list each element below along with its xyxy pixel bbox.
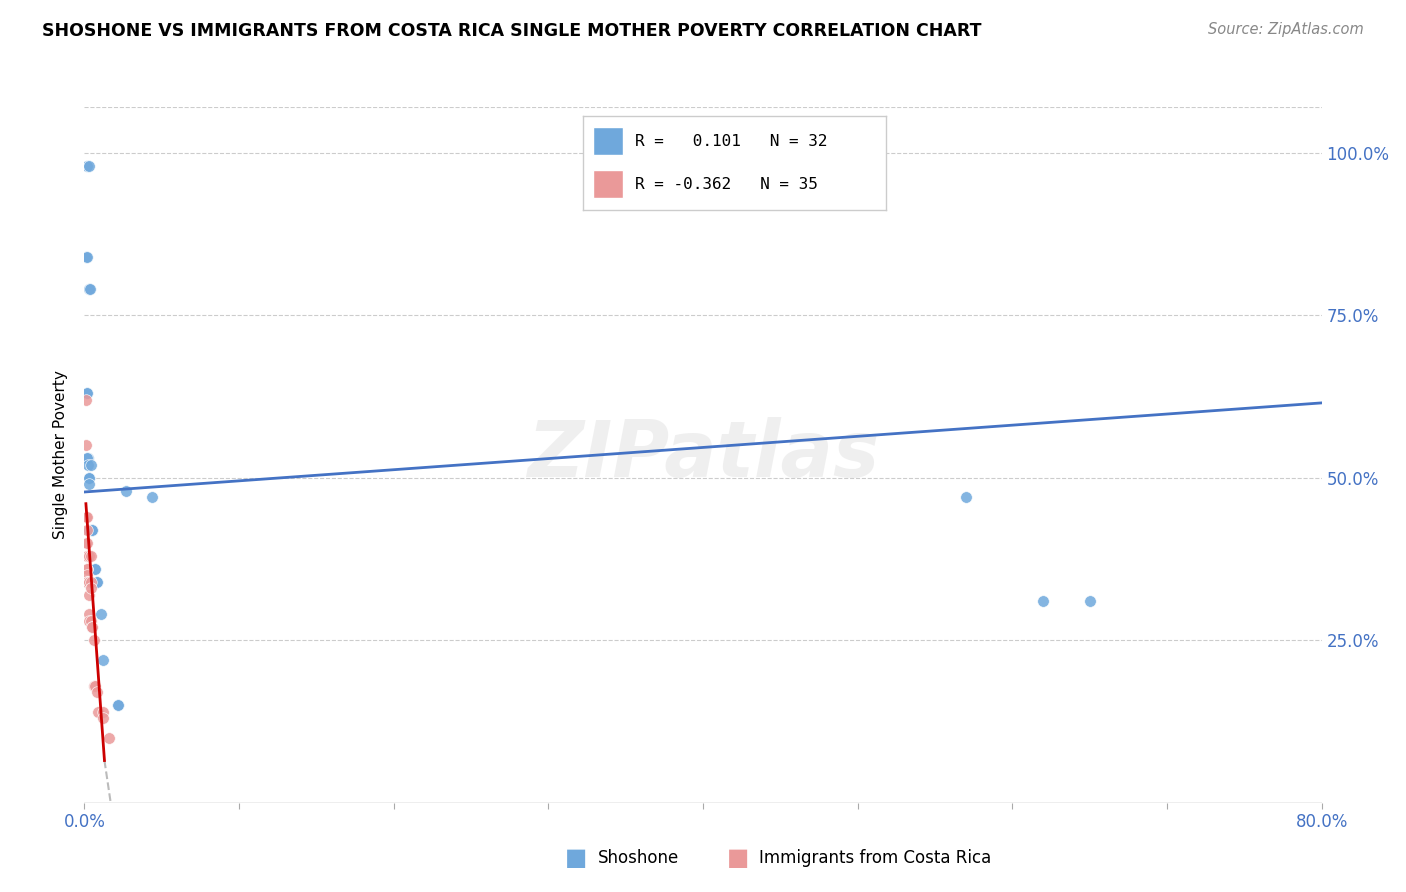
Point [87, 705, 110, 719]
Text: R = -0.362   N = 35: R = -0.362 N = 35 [636, 177, 818, 192]
Point [76, 562, 98, 576]
Text: Source: ZipAtlas.com: Source: ZipAtlas.com [1208, 22, 1364, 37]
Text: Shoshone: Shoshone [598, 849, 679, 867]
Point [77, 574, 100, 589]
Point [115, 483, 138, 498]
Point [77, 477, 100, 491]
Point [75, 509, 97, 524]
Point [76, 562, 98, 576]
Point [1032, 594, 1054, 608]
Point [79, 458, 101, 472]
Point [77, 588, 100, 602]
Point [76, 535, 98, 549]
Text: ■: ■ [727, 847, 749, 870]
Point [77, 574, 100, 589]
Point [107, 698, 129, 713]
Point [75, 574, 97, 589]
Point [75, 250, 97, 264]
Y-axis label: Single Mother Poverty: Single Mother Poverty [53, 370, 69, 540]
Point [79, 549, 101, 563]
Point [82, 523, 104, 537]
Point [77, 607, 100, 622]
Point [955, 490, 977, 504]
Point [77, 471, 100, 485]
Point [75, 392, 97, 407]
Point [91, 705, 114, 719]
Point [79, 581, 101, 595]
Point [77, 549, 100, 563]
Point [76, 523, 98, 537]
Point [86, 574, 108, 589]
Point [75, 438, 97, 452]
Point [76, 509, 98, 524]
Point [77, 282, 100, 296]
Point [83, 679, 105, 693]
Point [86, 685, 108, 699]
Point [82, 620, 104, 634]
Point [76, 574, 98, 589]
Point [84, 562, 107, 576]
Point [79, 574, 101, 589]
Point [77, 614, 100, 628]
Point [82, 523, 104, 537]
Point [76, 159, 98, 173]
Point [76, 549, 98, 563]
Point [77, 458, 100, 472]
Point [75, 509, 97, 524]
Point [76, 250, 98, 264]
Text: Immigrants from Costa Rica: Immigrants from Costa Rica [759, 849, 991, 867]
Point [76, 574, 98, 589]
Point [141, 490, 163, 504]
Point [76, 568, 98, 582]
Point [84, 562, 107, 576]
Point [91, 653, 114, 667]
Point [76, 386, 98, 401]
Point [79, 282, 101, 296]
Point [77, 451, 100, 466]
FancyBboxPatch shape [592, 128, 623, 155]
Text: ■: ■ [565, 847, 588, 870]
Text: SHOSHONE VS IMMIGRANTS FROM COSTA RICA SINGLE MOTHER POVERTY CORRELATION CHART: SHOSHONE VS IMMIGRANTS FROM COSTA RICA S… [42, 22, 981, 40]
Text: R =   0.101   N = 32: R = 0.101 N = 32 [636, 134, 827, 149]
Point [77, 523, 100, 537]
Point [75, 535, 97, 549]
Point [82, 523, 104, 537]
Point [84, 679, 107, 693]
Point [77, 471, 100, 485]
FancyBboxPatch shape [592, 170, 623, 198]
Point [90, 607, 112, 622]
Point [83, 633, 105, 648]
Point [77, 159, 100, 173]
Point [91, 711, 114, 725]
Text: ZIPatlas: ZIPatlas [527, 417, 879, 493]
Point [98, 731, 121, 745]
Point [82, 620, 104, 634]
Point [107, 698, 129, 713]
Point [79, 523, 101, 537]
Point [76, 386, 98, 401]
Point [77, 471, 100, 485]
Point [1078, 594, 1101, 608]
Point [79, 614, 101, 628]
Point [76, 451, 98, 466]
Point [86, 574, 108, 589]
